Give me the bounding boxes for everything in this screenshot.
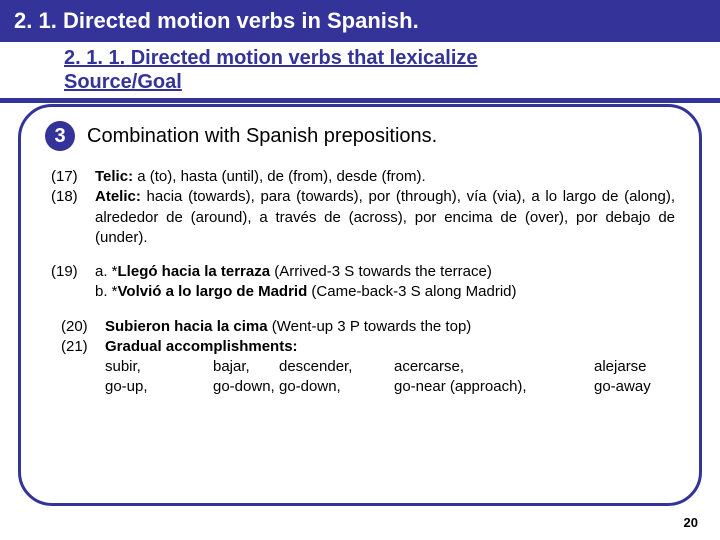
ex20-bold: Subieron hacia la cima (105, 318, 268, 335)
point-row: 3 Combination with Spanish prepositions. (45, 121, 675, 151)
accent-line (0, 100, 720, 103)
header-section-title: Directed motion verbs in Spanish. (63, 8, 419, 33)
example-20: (20) Subieron hacia la cima (Went-up 3 P… (61, 317, 675, 337)
example-num: (19) (51, 262, 95, 282)
example-19: (19) a. *Llegó hacia la terraza (Arrived… (51, 262, 675, 303)
gcell: go-down, (213, 377, 279, 397)
gradual-row-es: subir, bajar, descender, acercarse, alej… (105, 357, 675, 377)
subheader-line2: Source/Goal (64, 71, 182, 93)
gcell: go-down, (279, 377, 394, 397)
example-num: (20) (61, 317, 105, 337)
example-body: a. *Llegó hacia la terraza (Arrived-3 S … (95, 262, 675, 282)
ex19a-bold: Llegó hacia la terraza (118, 263, 271, 280)
telic-body: a (to), hasta (until), de (from), desde … (133, 168, 426, 185)
subheader-title: 2. 1. 1. Directed motion verbs that lexi… (64, 46, 706, 94)
point-text: Combination with Spanish prepositions. (87, 125, 437, 148)
ex19b-bold: Volvió a lo largo de Madrid (118, 283, 308, 300)
gradual-row-en: go-up, go-down, go-down, go-near (approa… (105, 377, 675, 397)
gcell: acercarse, (394, 357, 594, 377)
example-num: (18) (51, 187, 95, 248)
example-19a: (19) a. *Llegó hacia la terraza (Arrived… (51, 262, 675, 282)
subheader-line1: Directed motion verbs that lexicalize (131, 47, 478, 69)
example-body: Subieron hacia la cima (Went-up 3 P towa… (105, 317, 675, 337)
example-17-18: (17) Telic: a (to), hasta (until), de (f… (51, 167, 675, 248)
content-box: 3 Combination with Spanish prepositions.… (18, 104, 702, 506)
header-band: 2. 1. Directed motion verbs in Spanish. (0, 0, 720, 40)
ex19a-prefix: a. * (95, 263, 118, 280)
example-body: Telic: a (to), hasta (until), de (from),… (95, 167, 675, 187)
gcell: subir, (105, 357, 213, 377)
atelic-body: hacia (towards), para (towards), por (th… (95, 188, 675, 246)
gradual-label: Gradual accomplishments: (105, 337, 675, 357)
gcell: go-away (594, 377, 675, 397)
example-18: (18) Atelic: hacia (towards), para (towa… (51, 187, 675, 248)
ex19b-prefix: b. * (95, 283, 118, 300)
ex20-rest: (Went-up 3 P towards the top) (268, 318, 472, 335)
header-section-number: 2. 1. (14, 8, 57, 33)
example-num: (17) (51, 167, 95, 187)
example-21: (21) Gradual accomplishments: (61, 337, 675, 357)
gcell: go-up, (105, 377, 213, 397)
atelic-label: Atelic: (95, 188, 141, 205)
example-20-21: (20) Subieron hacia la cima (Went-up 3 P… (61, 317, 675, 398)
gcell: descender, (279, 357, 394, 377)
gradual-table: subir, bajar, descender, acercarse, alej… (61, 357, 675, 398)
point-marker: 3 (45, 121, 75, 151)
telic-label: Telic: (95, 168, 133, 185)
subheader-band: 2. 1. 1. Directed motion verbs that lexi… (0, 40, 720, 100)
gcell: go-near (approach), (394, 377, 594, 397)
subheader-number: 2. 1. 1. (64, 47, 125, 69)
example-num: (21) (61, 337, 105, 357)
example-body: Atelic: hacia (towards), para (towards),… (95, 187, 675, 248)
gcell: bajar, (213, 357, 279, 377)
example-17: (17) Telic: a (to), hasta (until), de (f… (51, 167, 675, 187)
ex19b-rest: (Came-back-3 S along Madrid) (307, 283, 516, 300)
example-19b: b. *Volvió a lo largo de Madrid (Came-ba… (51, 282, 675, 302)
gcell: alejarse (594, 357, 675, 377)
ex19a-rest: (Arrived-3 S towards the terrace) (270, 263, 492, 280)
page-number: 20 (684, 515, 698, 530)
header-title: 2. 1. Directed motion verbs in Spanish. (14, 8, 706, 34)
